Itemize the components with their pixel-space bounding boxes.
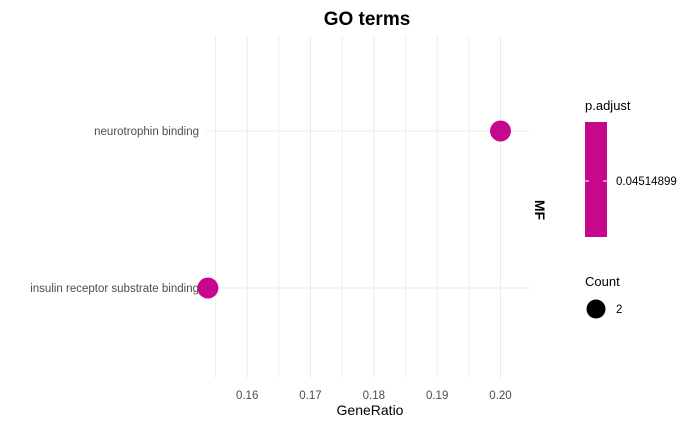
x-tick-label: 0.17	[299, 390, 321, 402]
color-legend-value: 0.04514899	[616, 176, 677, 188]
data-points	[197, 120, 511, 299]
panel-grid	[206, 36, 529, 378]
data-point	[197, 277, 219, 299]
chart-title: GO terms	[324, 9, 411, 30]
color-legend-bar	[585, 122, 607, 237]
x-axis-tick-labels: 0.16 0.17 0.18 0.19 0.20	[236, 390, 512, 402]
data-point	[490, 120, 511, 142]
size-legend-title: Count	[585, 274, 620, 289]
x-tick-label: 0.19	[426, 390, 448, 402]
legend: p.adjust 0.04514899 Count 2	[585, 98, 677, 319]
y-tick-label: neurotrophin binding	[94, 126, 199, 138]
y-tick-label: insulin receptor substrate binding	[30, 283, 199, 295]
x-tick-label: 0.16	[236, 390, 258, 402]
x-tick-label: 0.20	[489, 390, 511, 402]
x-axis-label: GeneRatio	[337, 402, 404, 418]
color-legend-title: p.adjust	[585, 98, 631, 113]
x-tick-label: 0.18	[363, 390, 385, 402]
facet-strip-label: MF	[532, 200, 548, 221]
y-axis-tick-labels: neurotrophin binding insulin receptor sub…	[30, 126, 199, 295]
size-legend-value: 2	[616, 304, 622, 316]
size-legend-dot	[586, 299, 606, 319]
